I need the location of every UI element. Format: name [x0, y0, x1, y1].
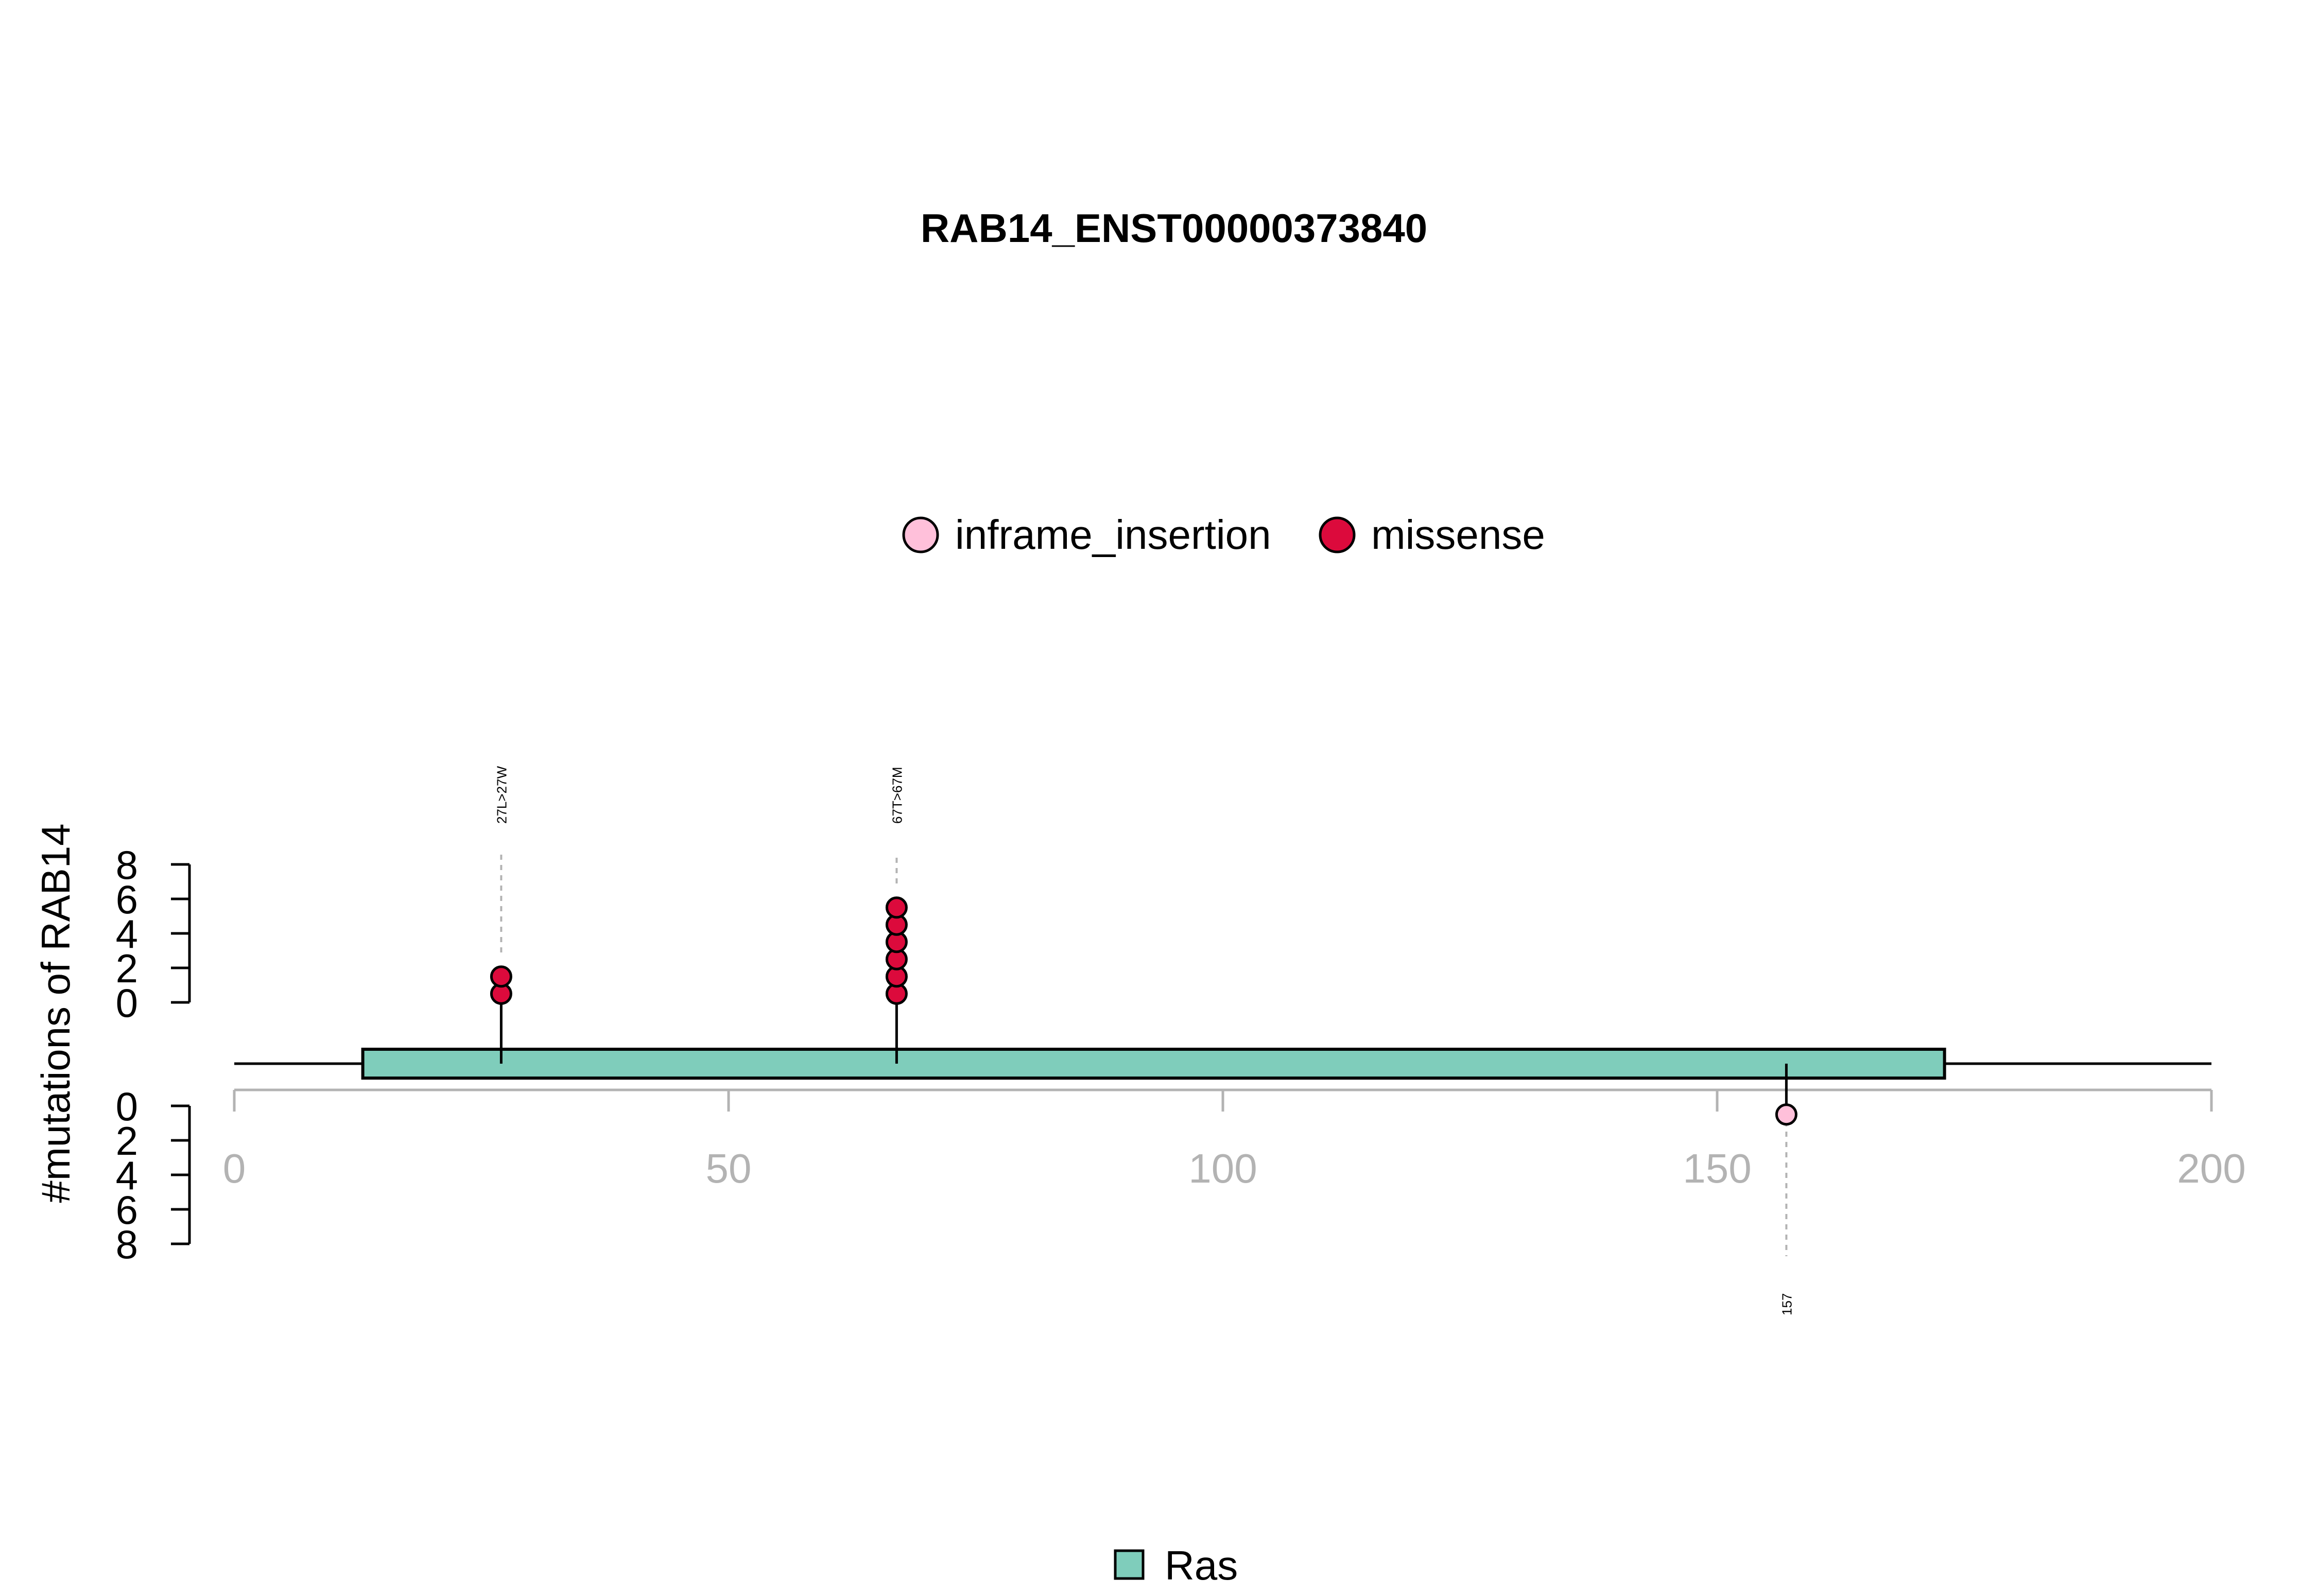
x-axis-tick-label: 0: [223, 1146, 246, 1191]
domain-ras-box: [361, 1048, 1946, 1080]
x-axis-tick-label: 150: [1683, 1146, 1751, 1191]
legend-label-inframe-insertion: inframe_insertion: [955, 512, 1271, 558]
y-axis-bottom-tick-label: 4: [116, 1153, 138, 1198]
y-axis-top-tick-label: 0: [116, 980, 138, 1026]
protein-backbone: [234, 1048, 2211, 1080]
inframe-insertion-point: [1775, 1103, 1797, 1126]
lollipop-stems: [499, 855, 1788, 1256]
y-axis-bottom-tick-label: 8: [116, 1222, 138, 1267]
mutation-label: 157: [1779, 1293, 1794, 1315]
missense-point: [490, 965, 512, 988]
mutation-points: [490, 896, 1797, 1126]
mutation-label: 27L>27W: [494, 766, 509, 824]
domain-legend-label: Ras: [1165, 1542, 1238, 1588]
y-axis-label: #mutations of RAB14: [33, 823, 78, 1203]
mutation-labels: 27L>27W 67T>67M 157: [494, 766, 1794, 1315]
y-axis-bottom-tick-label: 0: [116, 1084, 138, 1129]
y-axis-top-tick-label: 6: [116, 877, 138, 922]
domain-legend-swatch: [1114, 1549, 1145, 1580]
y-axis-top-tick-label: 8: [116, 842, 138, 888]
legend-label-missense: missense: [1371, 512, 1545, 558]
legend-marker-missense: [1319, 516, 1356, 553]
mutation-label: 67T>67M: [889, 767, 905, 824]
y-axis-bottom-tick-label: 6: [116, 1187, 138, 1233]
x-axis-tick-label: 50: [706, 1146, 752, 1191]
x-axis-tick-label: 200: [2177, 1146, 2245, 1191]
y-axis-top-tick-label: 4: [116, 911, 138, 957]
domain-legend: Ras: [1114, 1542, 1238, 1588]
x-axis-tick-label: 100: [1188, 1146, 1257, 1191]
mutation-legend: inframe_insertion missense: [902, 512, 1545, 558]
y-axis-top-tick-label: 2: [116, 946, 138, 991]
legend-marker-inframe-insertion: [902, 516, 939, 553]
chart-title: RAB14_ENST00000373840: [921, 205, 1427, 251]
missense-point: [885, 896, 908, 919]
y-axis-bottom-tick-label: 2: [116, 1118, 138, 1164]
